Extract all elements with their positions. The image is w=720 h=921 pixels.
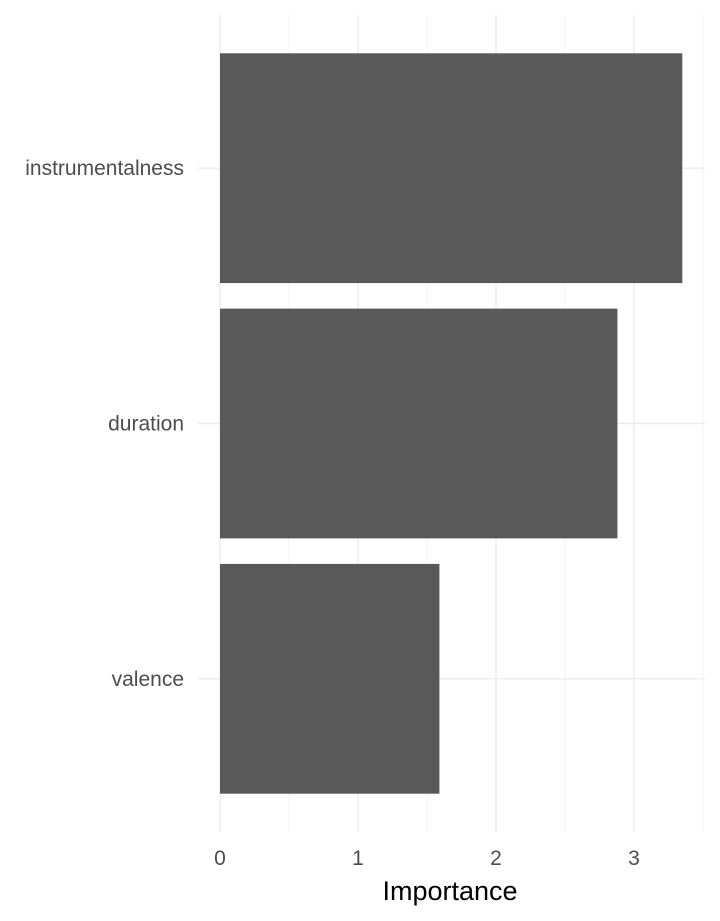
x-tick-label: 3 [628,847,640,870]
x-tick-label: 1 [352,847,364,870]
x-tick-labels: 0 1 2 3 [214,847,640,870]
x-axis-title: Importance [382,876,517,906]
x-tick-label: 2 [490,847,502,870]
bar-valence [220,563,440,794]
y-tick-label: valence [112,668,184,691]
bars [220,53,683,794]
y-tick-labels: instrumentalness duration valence [25,157,184,691]
bar-duration [220,308,618,539]
y-tick-label: instrumentalness [25,157,184,180]
y-tick-label: duration [108,413,184,436]
x-tick-label: 0 [214,847,226,870]
bar-instrumentalness [220,53,683,284]
